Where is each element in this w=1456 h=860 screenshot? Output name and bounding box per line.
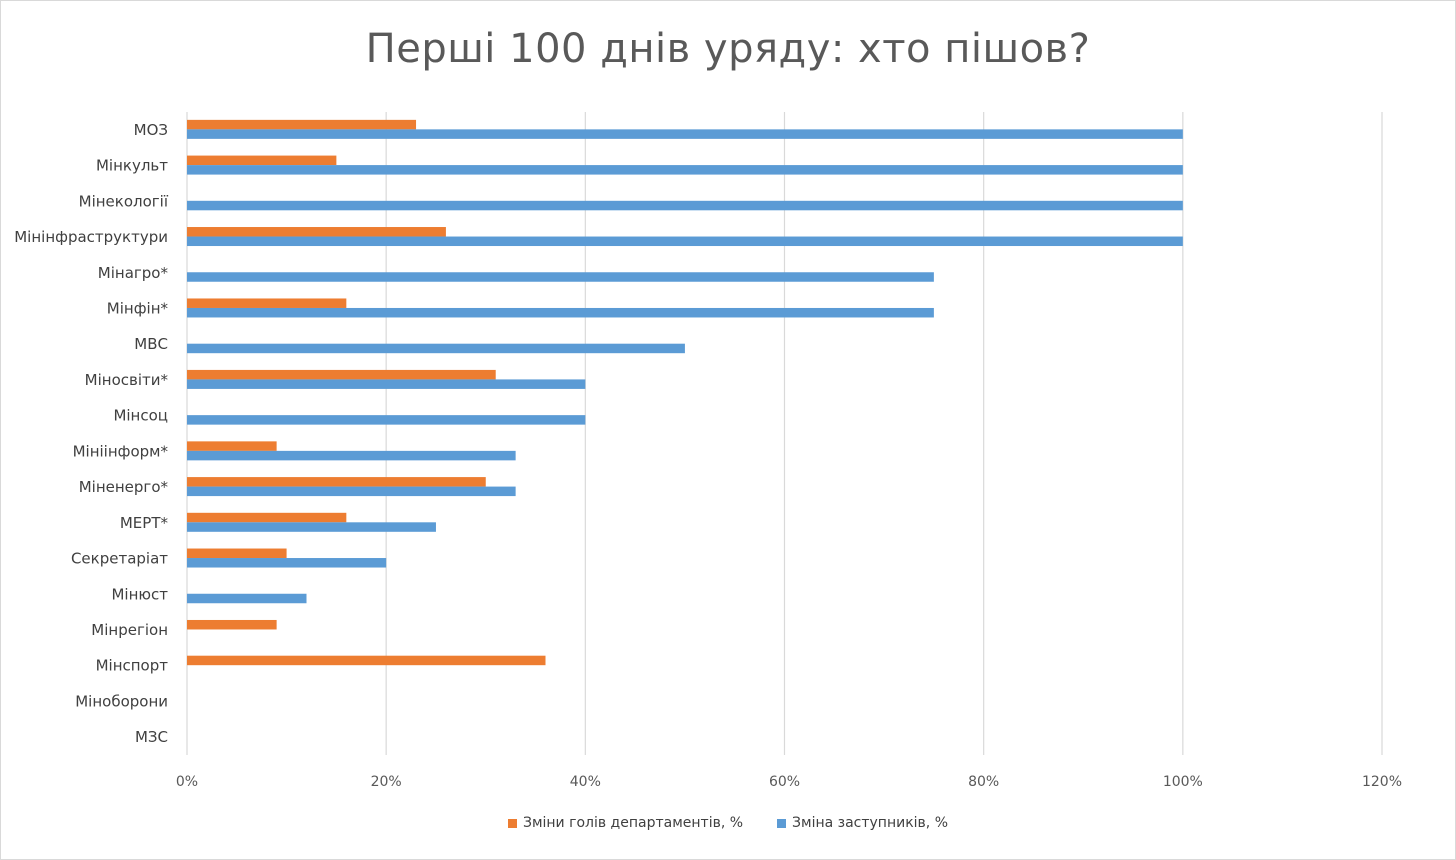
category-label-11: МЕРТ* bbox=[120, 514, 169, 532]
category-label-8: Мінсоц bbox=[113, 407, 168, 425]
bar-series-1-0 bbox=[187, 119, 417, 130]
bar-series-2-9 bbox=[187, 450, 516, 461]
bar-series-1-3 bbox=[187, 227, 446, 237]
bar-series-1-5 bbox=[187, 298, 347, 308]
bar-series-1-11 bbox=[187, 512, 347, 523]
category-label-16: Міноборони bbox=[75, 692, 168, 710]
bar-series-1-10 bbox=[187, 477, 486, 487]
bar-series-2-4 bbox=[187, 272, 934, 282]
category-label-7: Міносвіти* bbox=[85, 371, 169, 389]
bar-series-2-3 bbox=[187, 236, 1183, 247]
legend: Зміни голів департаментів, % Зміна засту… bbox=[0, 815, 1456, 831]
bar-series-1-15 bbox=[187, 655, 546, 666]
category-labels: МОЗ Мінкульт Мінекології Мінінфраструктури М… bbox=[14, 121, 169, 746]
category-label-13: Мінюст bbox=[111, 585, 168, 603]
x-tick-label-2: 40% bbox=[570, 774, 601, 790]
bar-series-2-1 bbox=[187, 165, 1183, 175]
bar-series-2-10 bbox=[187, 486, 516, 497]
category-label-9: Мініінформ* bbox=[73, 442, 169, 460]
bars bbox=[187, 119, 1183, 666]
bar-series-2-6 bbox=[187, 343, 685, 354]
category-label-5: Мінфін* bbox=[107, 299, 169, 317]
bar-series-2-7 bbox=[187, 379, 586, 389]
bar-series-2-12 bbox=[187, 558, 387, 568]
category-label-12: Секретаріат bbox=[71, 550, 168, 568]
bar-series-1-12 bbox=[187, 548, 287, 559]
category-label-10: Міненерго* bbox=[79, 478, 169, 496]
bar-series-1-7 bbox=[187, 369, 496, 380]
bar-series-2-5 bbox=[187, 307, 934, 318]
category-label-14: Мінрегіон bbox=[91, 621, 168, 639]
x-tick-label-3: 60% bbox=[769, 774, 800, 790]
legend-swatch-series-2 bbox=[777, 818, 787, 828]
bar-series-1-1 bbox=[187, 155, 337, 166]
x-tick-label-0: 0% bbox=[176, 774, 198, 790]
bar-series-2-11 bbox=[187, 522, 436, 532]
category-label-15: Мінспорт bbox=[96, 657, 169, 675]
legend-label-series-1: Зміни голів департаментів, % bbox=[522, 815, 744, 831]
legend-item-series-2: Зміна заступників, % bbox=[777, 815, 948, 831]
x-tick-label-4: 80% bbox=[968, 774, 999, 790]
category-label-6: МВС bbox=[134, 335, 168, 353]
bar-series-1-14 bbox=[187, 619, 277, 630]
x-tick-label-6: 120% bbox=[1362, 774, 1402, 790]
category-label-1: Мінкульт bbox=[96, 157, 168, 175]
bar-series-2-0 bbox=[187, 129, 1183, 139]
legend-swatch-series-1 bbox=[507, 818, 517, 828]
category-label-4: Мінагро* bbox=[98, 264, 169, 282]
x-tick-labels: 0% 20% 40% 60% 80% 100% 120% bbox=[176, 774, 1402, 790]
category-label-17: МЗС bbox=[135, 728, 168, 746]
x-tick-label-5: 100% bbox=[1163, 774, 1203, 790]
category-label-2: Мінекології bbox=[79, 192, 169, 210]
bar-series-1-9 bbox=[187, 441, 277, 451]
bar-series-2-13 bbox=[187, 593, 307, 604]
bar-series-2-2 bbox=[187, 200, 1183, 211]
legend-item-series-1: Зміни голів департаментів, % bbox=[507, 815, 744, 831]
chart-title: Перші 100 днів уряду: хто пішов? bbox=[365, 26, 1091, 72]
gridlines bbox=[186, 112, 1383, 755]
category-label-0: МОЗ bbox=[134, 121, 168, 139]
x-tick-label-1: 20% bbox=[371, 774, 402, 790]
legend-label-series-2: Зміна заступників, % bbox=[792, 815, 949, 831]
category-label-3: Мінінфраструктури bbox=[14, 228, 168, 246]
bar-series-2-8 bbox=[187, 415, 586, 425]
